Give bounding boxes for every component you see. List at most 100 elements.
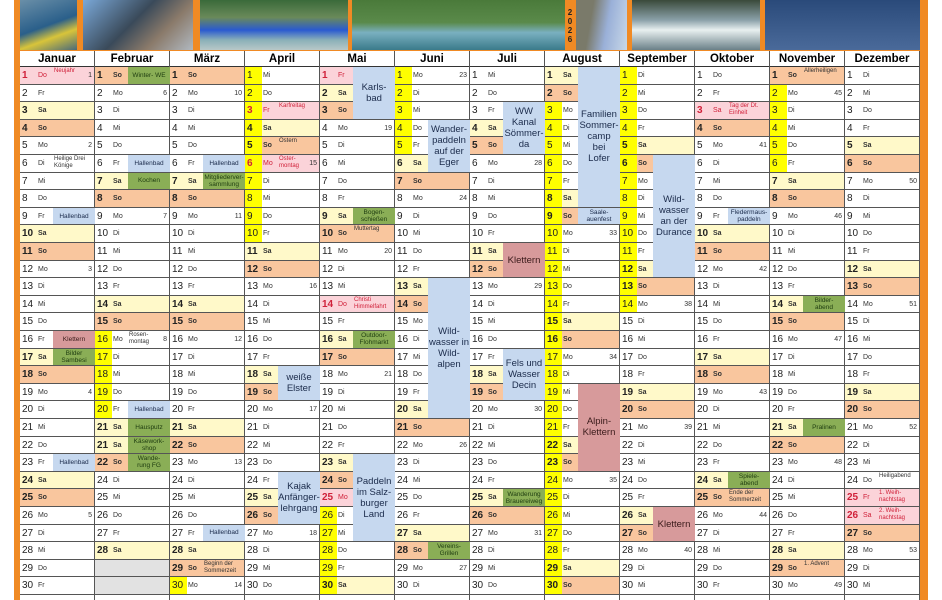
day-row[interactable]: 1 Do 1 Neujahr — [20, 67, 94, 85]
day-row[interactable]: 16 Do — [245, 331, 319, 349]
day-row[interactable]: 25 So Ende der Sommerzeit — [695, 489, 769, 507]
day-row[interactable]: 3 Do — [845, 102, 919, 120]
day-row[interactable]: 20 So — [845, 401, 919, 419]
day-row[interactable]: 29 Mi — [470, 560, 544, 578]
day-row[interactable]: 19 Di — [320, 384, 394, 402]
day-row[interactable]: 10 Mo 33 — [545, 225, 619, 243]
day-row[interactable]: 27 So — [845, 524, 919, 543]
day-row[interactable]: 18 Di — [545, 366, 619, 384]
day-row[interactable]: 12 Mi — [545, 260, 619, 279]
day-row[interactable]: 6 Di — [695, 155, 769, 173]
day-row[interactable]: 28 Di — [470, 542, 544, 560]
day-row[interactable]: 26 Sa 2. Weih- nachtstag — [845, 507, 919, 525]
day-row[interactable]: 25 So — [20, 489, 94, 507]
day-row[interactable]: 26 Mo 5 — [20, 507, 94, 525]
day-row[interactable]: 5 Mo 2 — [20, 137, 94, 155]
day-row[interactable]: 27 Sa — [395, 524, 469, 543]
day-row[interactable]: 27 Mo 31 — [470, 525, 544, 543]
day-row[interactable]: 15 Do — [20, 313, 94, 331]
day-row[interactable]: 11 So — [20, 243, 94, 261]
day-row[interactable]: 14 Do Christi Himmelfahrt — [320, 295, 394, 314]
day-row[interactable]: 18 So — [695, 366, 769, 384]
day-row[interactable]: 2 Mi — [845, 85, 919, 103]
calendar-event[interactable]: Hallenbad — [53, 207, 95, 225]
day-row[interactable]: 24 Di — [770, 472, 844, 490]
day-row[interactable]: 10 Fr — [470, 225, 544, 243]
day-row[interactable]: 28 Di — [245, 542, 319, 560]
day-row[interactable]: 10 So Muttertag — [320, 225, 394, 243]
day-row[interactable]: 11 Mi — [770, 243, 844, 261]
day-row[interactable]: 28 Do — [320, 542, 394, 560]
day-row[interactable]: 1 Mi — [245, 67, 319, 85]
calendar-event[interactable]: Winter- WE — [128, 67, 170, 84]
day-row[interactable]: 15 Di — [620, 313, 694, 331]
day-row[interactable]: 10 Sa — [695, 225, 769, 243]
day-row[interactable]: 26 So — [470, 507, 544, 525]
calendar-event[interactable]: WW Kanal Sömmer- da — [503, 102, 545, 154]
day-row[interactable]: 25 Fr 1. Weih- nachtstag — [845, 489, 919, 507]
day-row[interactable]: 13 Fr — [170, 278, 244, 296]
day-row[interactable]: 7 Di — [470, 173, 544, 191]
day-row[interactable]: 22 Di — [845, 437, 919, 455]
day-row[interactable]: 10 Di — [770, 225, 844, 243]
day-row[interactable]: 12 So — [245, 260, 319, 279]
day-row[interactable]: 12 Do — [170, 261, 244, 279]
day-row[interactable]: 9 Di — [395, 208, 469, 226]
day-row[interactable]: 14 Fr — [545, 295, 619, 314]
day-row[interactable]: 5 Do — [95, 137, 169, 155]
day-row[interactable]: 1 Di — [620, 67, 694, 85]
day-row[interactable]: 15 So — [95, 313, 169, 331]
day-row[interactable]: 8 Mo 24 — [395, 190, 469, 208]
day-row[interactable]: 11 Mi — [170, 243, 244, 261]
day-row[interactable]: 8 Di — [845, 190, 919, 208]
day-row[interactable]: 3 Mi — [395, 102, 469, 120]
day-row[interactable]: 14 Mi — [20, 296, 94, 314]
day-row[interactable]: 29 Mo 27 — [395, 560, 469, 578]
day-row[interactable]: 23 Do — [245, 454, 319, 472]
day-row[interactable]: 16 So — [545, 331, 619, 349]
day-row[interactable]: 28 Sa — [95, 542, 169, 560]
day-row[interactable]: 21 Do — [320, 419, 394, 437]
day-row[interactable]: 30 Mi — [620, 577, 694, 595]
day-row[interactable]: 13 Mo 29 — [470, 278, 544, 296]
day-row[interactable]: 30 Mo 14 — [170, 577, 244, 595]
day-row[interactable]: 12 Di — [320, 261, 394, 279]
day-row[interactable]: 7 Mi — [695, 173, 769, 191]
day-row[interactable]: 22 Do — [695, 437, 769, 455]
day-row[interactable]: 16 Fr — [695, 331, 769, 349]
day-row[interactable]: 13 Mo 16 — [245, 278, 319, 296]
day-row[interactable]: 21 Mi — [20, 419, 94, 437]
day-row[interactable]: 1 Mo 23 — [395, 67, 469, 85]
day-row[interactable]: 22 Do — [20, 437, 94, 455]
day-row[interactable]: 19 Do — [170, 384, 244, 402]
day-row[interactable]: 9 Do — [245, 207, 319, 226]
day-row[interactable]: 11 Di — [545, 243, 619, 261]
day-row[interactable]: 30 Sa — [320, 577, 394, 595]
day-row[interactable]: 9 Mo 11 — [170, 208, 244, 226]
day-row[interactable]: 19 Sa — [845, 383, 919, 402]
day-row[interactable]: 12 Do — [770, 261, 844, 279]
day-row[interactable]: 14 Sa — [170, 295, 244, 314]
day-row[interactable]: 23 Mi — [845, 454, 919, 472]
day-row[interactable]: 17 Fr — [245, 349, 319, 367]
day-row[interactable]: 2 Mi — [620, 84, 694, 103]
calendar-event[interactable]: Mitgliederver- sammlung — [203, 172, 245, 190]
day-row[interactable]: 7 Mo 50 — [845, 173, 919, 191]
calendar-event[interactable]: Outdoor- Flohmarkt — [353, 331, 395, 348]
day-row[interactable]: 11 Fr — [845, 243, 919, 261]
day-row[interactable]: 25 Do — [395, 489, 469, 507]
day-row[interactable]: 5 Mo 41 — [695, 137, 769, 155]
day-row[interactable]: 6 Fr — [170, 155, 244, 173]
day-row[interactable]: 20 Fr — [95, 401, 169, 419]
day-row[interactable]: 29 So Beginn der Sommerzeit — [170, 559, 244, 578]
day-row[interactable]: 22 Fr — [320, 437, 394, 455]
day-row[interactable]: 25 Fr — [620, 489, 694, 507]
day-row[interactable]: 9 Fr — [695, 208, 769, 226]
day-row[interactable]: 30 So — [545, 577, 619, 595]
day-row[interactable]: 30 Mo 49 — [770, 577, 844, 595]
day-row[interactable]: 14 Mi — [695, 296, 769, 314]
day-row[interactable]: 3 Di — [770, 102, 844, 120]
day-row[interactable]: 21 Mo 52 — [845, 419, 919, 437]
day-row[interactable]: 2 Mo 10 — [170, 85, 244, 103]
day-row[interactable]: 29 Mi — [245, 560, 319, 578]
